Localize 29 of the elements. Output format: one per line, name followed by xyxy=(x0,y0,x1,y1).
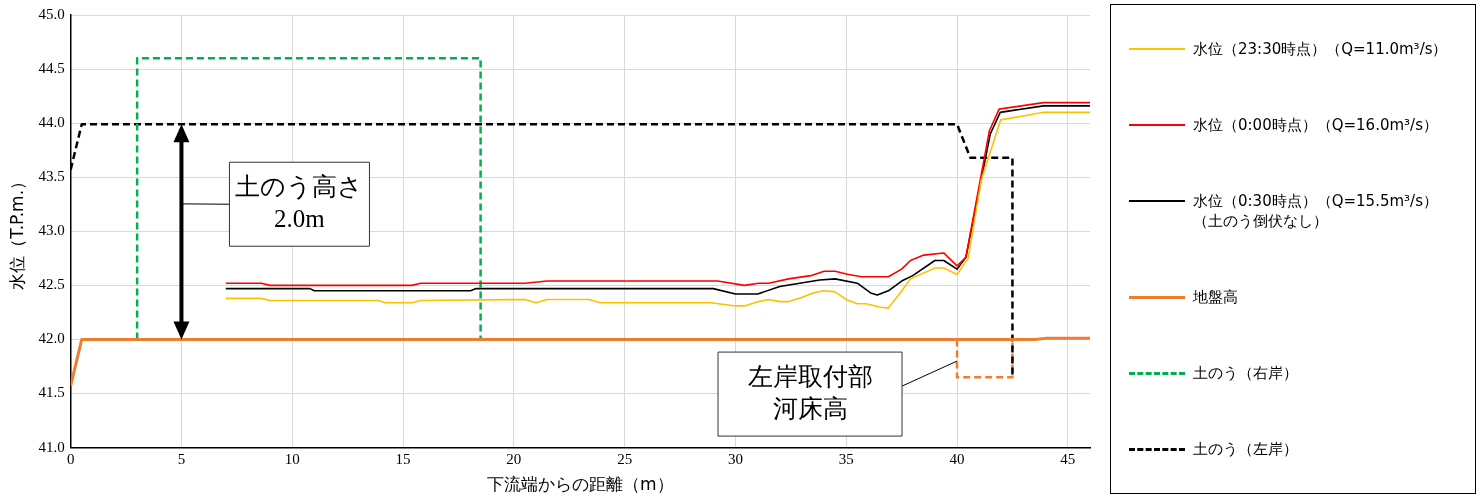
y-tick-label: 42.5 xyxy=(38,276,65,293)
y-tick-label: 45.0 xyxy=(38,5,65,22)
x-tick-label: 35 xyxy=(838,450,854,467)
y-tick-label: 44.0 xyxy=(38,114,65,131)
y-tick-label: 43.5 xyxy=(38,168,65,185)
x-tick-label: 30 xyxy=(727,450,743,467)
x-tick-label: 20 xyxy=(506,450,522,467)
x-tick-label: 40 xyxy=(949,450,965,467)
x-tick-label: 15 xyxy=(395,450,411,467)
legend-label: 地盤高 xyxy=(1193,287,1239,307)
x-tick-label: 45 xyxy=(1060,450,1076,467)
legend-label: 水位（0:00時点）（Q=16.0m³/s） xyxy=(1193,115,1439,135)
x-tick-label: 10 xyxy=(284,450,300,467)
y-tick-label: 44.5 xyxy=(38,60,65,77)
legend-label: 水位（23:30時点）（Q=11.0m³/s） xyxy=(1193,39,1449,59)
y-tick-label: 43.0 xyxy=(38,222,65,239)
x-tick-label: 5 xyxy=(177,450,186,467)
legend-label: 土のう（左岸） xyxy=(1193,439,1299,459)
y-tick-label: 42.0 xyxy=(38,330,65,347)
x-tick-label: 25 xyxy=(617,450,633,467)
y-tick-label: 41.5 xyxy=(38,384,65,401)
y-tick-label: 41.0 xyxy=(38,438,65,455)
annotation: 左岸取付部河床高 xyxy=(747,362,873,422)
legend-label: 土のう（右岸） xyxy=(1193,363,1299,383)
x-tick-label: 0 xyxy=(66,450,75,467)
y-axis-title: 水位（T.P.m.） xyxy=(6,172,27,290)
annotation: 土のう高さ2.0m xyxy=(235,172,364,232)
legend-label: 水位（0:30時点）（Q=15.5m³/s）（土のう倒伏なし） xyxy=(1193,191,1439,231)
x-axis-title: 下流端からの距離（m） xyxy=(487,474,674,495)
